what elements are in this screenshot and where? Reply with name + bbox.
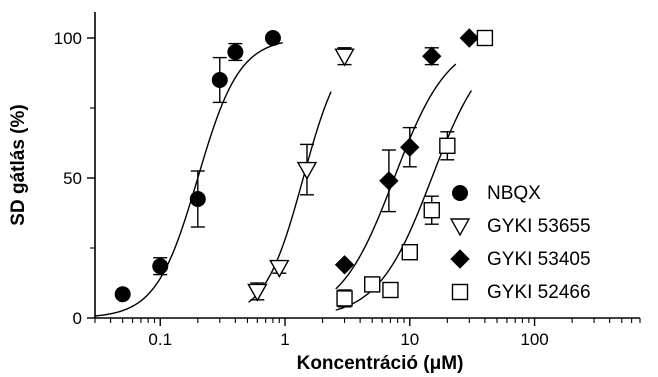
legend-marker <box>450 249 470 269</box>
data-point <box>296 161 318 181</box>
legend-label: GYKI 53655 <box>487 216 591 237</box>
x-tick-label: 10 <box>400 330 419 349</box>
data-point <box>382 281 399 299</box>
legend-marker <box>451 283 469 301</box>
legend-label: NBQX <box>487 183 541 204</box>
data-point <box>400 137 420 157</box>
x-tick-label: 1 <box>280 330 289 349</box>
fit-curve-1 <box>248 91 332 303</box>
x-axis-title: Koncentráció (μM) <box>297 353 464 374</box>
data-point <box>334 255 355 275</box>
legend-marker <box>449 218 471 237</box>
data-point <box>423 201 440 219</box>
data-point <box>269 259 290 279</box>
data-point <box>401 243 418 261</box>
legend: NBQX GYKI 53655 GYKI 53405 GYKI 52466 <box>449 183 591 303</box>
data-point <box>336 290 353 307</box>
data-point <box>459 28 480 48</box>
data-point <box>422 46 442 66</box>
y-tick-label: 50 <box>63 169 82 188</box>
x-tick-label: 100 <box>520 330 548 349</box>
data-point <box>211 72 228 88</box>
data-point <box>227 44 244 60</box>
legend-label: GYKI 52466 <box>487 282 591 303</box>
fit-curve-2 <box>335 63 457 290</box>
data-point <box>379 171 399 191</box>
data-point <box>114 286 131 303</box>
tick-labels: 0.1 1 10 100 0 50 100 <box>54 29 549 349</box>
fit-curves <box>94 41 473 317</box>
y-tick-label: 100 <box>54 29 82 48</box>
ticks <box>87 37 641 326</box>
data-point <box>247 283 268 302</box>
data-point <box>152 258 169 275</box>
data-point <box>439 137 456 155</box>
y-axis-title: SD gátlás (%) <box>8 104 29 225</box>
legend-label: GYKI 53405 <box>487 249 591 270</box>
data-point <box>476 29 494 47</box>
data-point <box>334 48 355 67</box>
data-point <box>189 191 206 207</box>
axes <box>94 12 640 319</box>
x-tick-label: 0.1 <box>148 330 172 349</box>
data-point <box>264 30 281 46</box>
legend-marker <box>452 185 468 201</box>
fit-curve-0 <box>94 41 283 317</box>
fit-curve-3 <box>335 90 473 311</box>
y-tick-label: 0 <box>73 309 82 328</box>
data-point <box>364 276 381 293</box>
data-points <box>114 28 494 307</box>
